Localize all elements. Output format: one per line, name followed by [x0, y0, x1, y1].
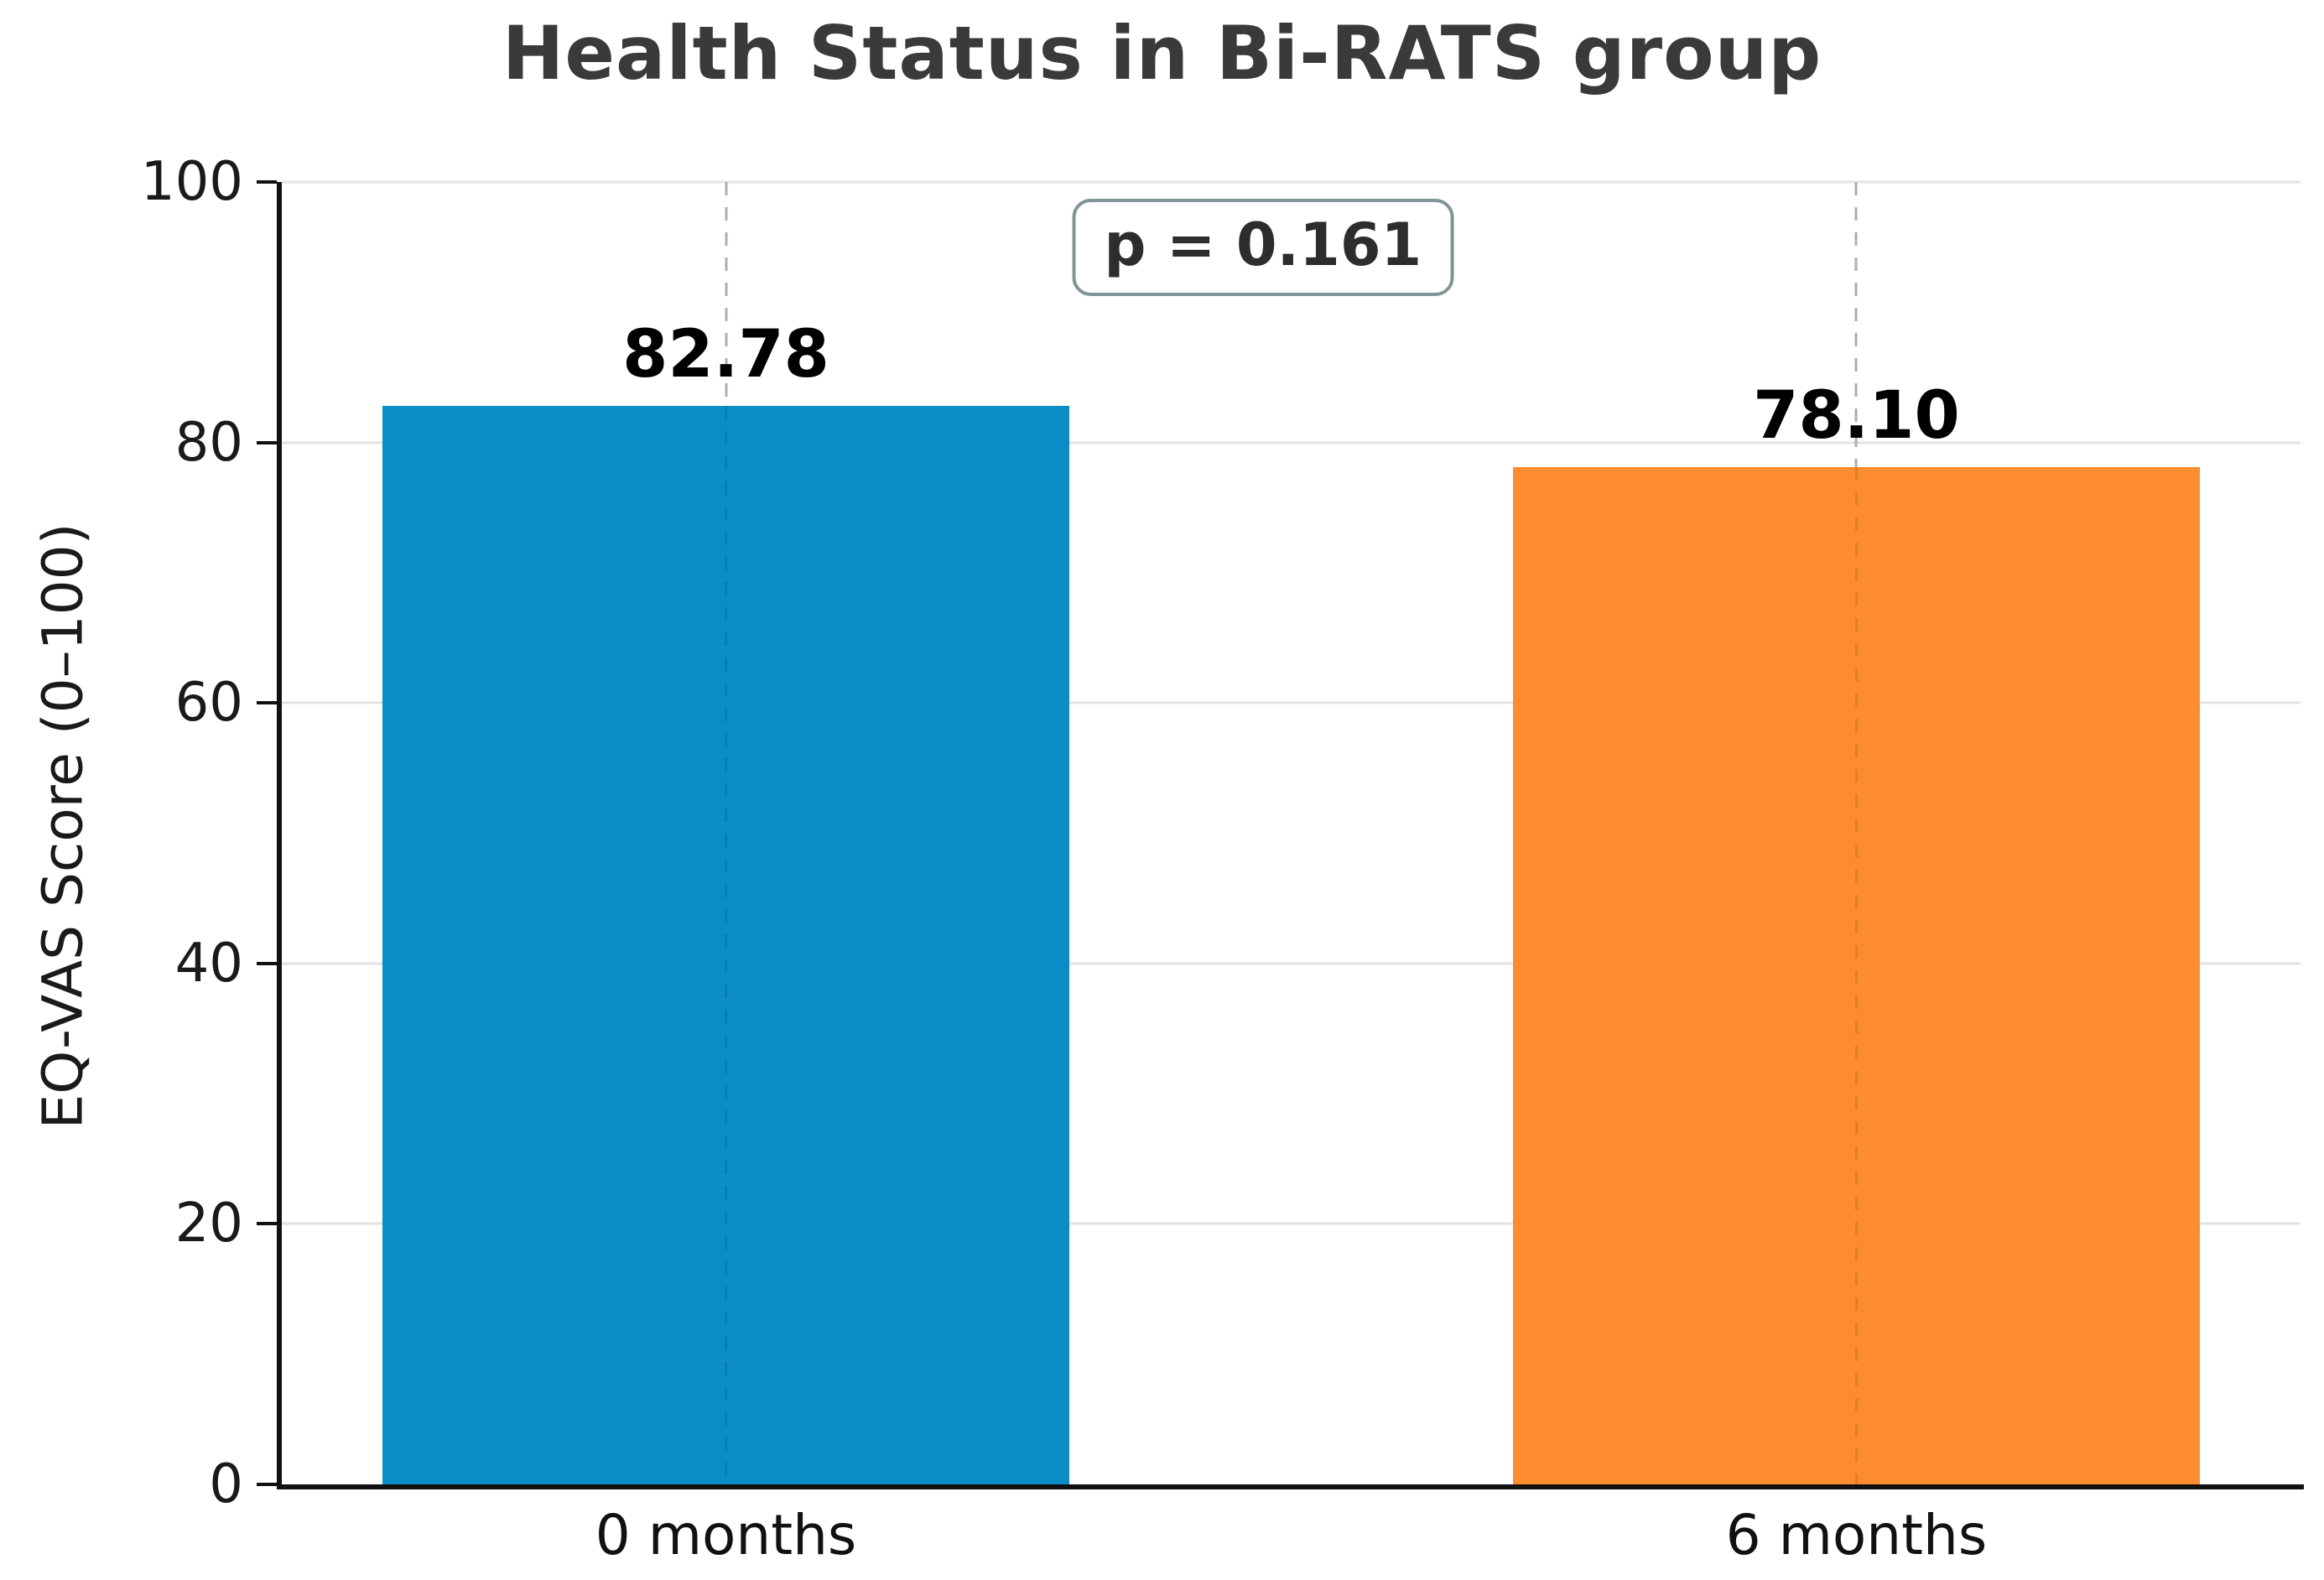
p-value-annotation: p = 0.161	[1072, 199, 1454, 296]
bar-value-label-0: 82.78	[622, 317, 829, 393]
bar-value-label-1: 78.10	[1753, 378, 1960, 455]
chart-title: Health Status in Bi-RATS group	[502, 10, 1822, 96]
x-axis-spine	[277, 1484, 2304, 1489]
plot-area: 0 20 40 60 80 100 82.78 0 months 78.10 6 months …	[141, 151, 2304, 1567]
y-tick-label-80: 80	[174, 411, 243, 474]
y-axis-spine	[277, 182, 282, 1489]
y-gridline-100	[282, 180, 2301, 184]
y-axis-label: EQ-VAS Score (0–100)	[30, 522, 96, 1130]
y-tick-label-20: 20	[174, 1193, 243, 1255]
y-gridline-60	[282, 701, 2301, 704]
y-tick-label-40: 40	[174, 932, 243, 995]
bar-center-dash-1	[1854, 467, 1858, 1484]
x-tick-label-6-months: 6 months	[1725, 1503, 1988, 1567]
y-tick-mark-100	[257, 180, 277, 184]
bar-6-months	[1513, 467, 2200, 1484]
y-tick-label-0: 0	[209, 1453, 243, 1515]
y-gridline-80	[282, 441, 2301, 444]
y-tick-mark-80	[257, 440, 277, 444]
x-tick-label-0-months: 0 months	[595, 1503, 857, 1567]
y-tick-mark-20	[257, 1222, 277, 1226]
y-gridline-40	[282, 962, 2301, 965]
y-tick-mark-60	[257, 701, 277, 705]
y-tick-label-100: 100	[140, 151, 243, 213]
bar-0-months	[382, 406, 1069, 1484]
y-tick-mark-40	[257, 961, 277, 965]
bar-center-dash-0	[725, 406, 728, 1484]
y-gridline-20	[282, 1222, 2301, 1225]
y-tick-label-60: 60	[174, 672, 243, 735]
y-tick-mark-0	[257, 1483, 277, 1486]
